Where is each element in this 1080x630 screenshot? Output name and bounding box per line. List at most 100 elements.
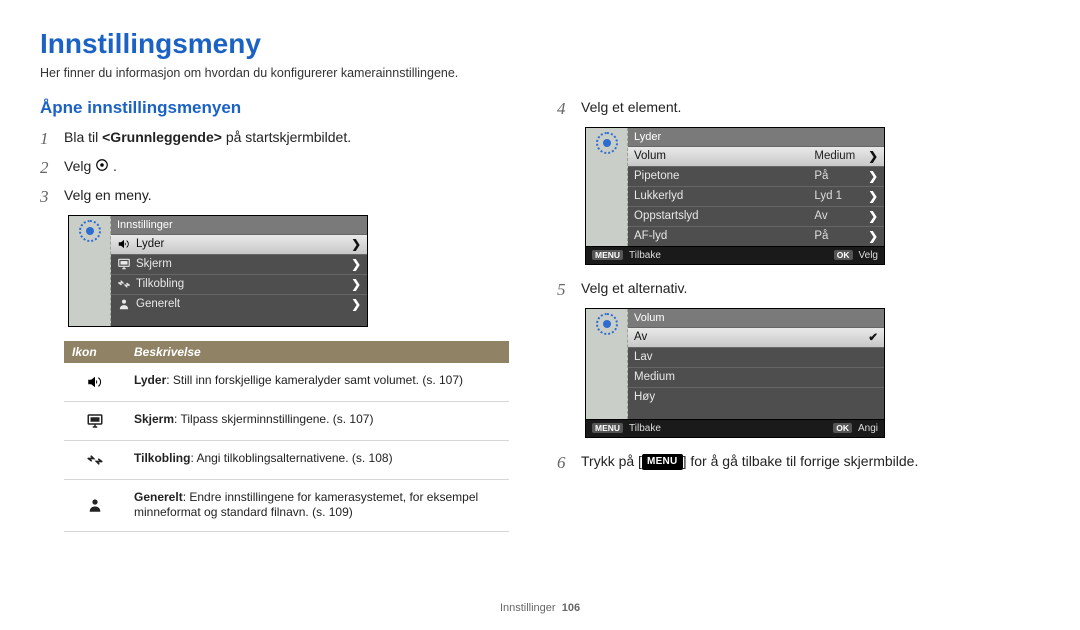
step-number: 1 [40,128,54,151]
gear-icon [596,132,618,154]
chevron-right-icon: ❯ [351,277,361,291]
step-1: 1 Bla til <Grunnleggende> på startskjerm… [40,128,523,151]
menu-row[interactable]: Pipetone På ❯ [628,166,884,186]
sounds-panel: Lyder VolumMedium❯PipetonePå❯LukkerlydLy… [585,127,885,265]
col-header-icon: Ikon [64,341,126,363]
right-column: 4 Velg et element. Lyder VolumMedium❯Pip… [557,98,1040,532]
desc-text-cell: Lyder: Still inn forskjellige kameralyde… [126,363,509,401]
step-2-period: . [113,158,117,174]
step-number: 2 [40,157,54,180]
menu-button-icon: MENU [642,454,683,470]
settings-panel: Innstillinger Lyder❯Skjerm❯Tilkobling❯Ge… [68,215,368,327]
menu-tag: MENU [592,250,623,260]
person-icon [86,496,104,514]
left-column: Åpne innstillingsmenyen 1 Bla til <Grunn… [40,98,523,532]
desc-text-cell: Generelt: Endre innstillingene for kamer… [126,480,509,531]
menu-row-value: Lyd 1 [814,190,862,202]
panel-left-gutter [69,216,111,326]
option-row[interactable]: Av ✔ [628,327,884,347]
menu-row-value: På [814,170,862,182]
gear-icon [95,158,109,177]
menu-row-value: Medium [814,150,862,162]
option-label: Lav [634,351,653,363]
panel-main: Volum Av ✔ Lav Medium Høy [628,309,884,419]
option-label: Medium [634,371,675,383]
step-number: 6 [557,452,571,475]
step-number: 4 [557,98,571,121]
chevron-right-icon: ❯ [351,297,361,311]
step-6-pre: Trykk på [ [581,453,642,469]
option-row[interactable]: Høy [628,387,884,407]
gear-icon [596,313,618,335]
icon-description-table: Ikon Beskrivelse Lyder: Still inn forskj… [64,341,509,532]
table-row: Tilkobling: Angi tilkoblingsalternativen… [64,441,509,480]
chevron-right-icon: ❯ [868,149,878,163]
desc-icon-cell [64,402,126,440]
panel-footer: MENU Tilbake OK Angi [586,419,884,437]
menu-row-label: Lyder [136,238,164,250]
plug-icon [86,451,104,469]
panel-main: Innstillinger Lyder❯Skjerm❯Tilkobling❯Ge… [111,216,367,326]
col-header-desc: Beskrivelse [126,341,509,363]
step-number: 5 [557,279,571,302]
step-5-text: Velg et alternativ. [581,279,687,298]
gear-icon [79,220,101,242]
speaker-icon [86,373,104,391]
panel-main: Lyder VolumMedium❯PipetonePå❯LukkerlydLy… [628,128,884,246]
option-label: Høy [634,391,655,403]
step-1-post: på startskjermbildet. [222,129,351,145]
chevron-right-icon: ❯ [351,237,361,251]
step-2: 2 Velg . [40,157,523,180]
menu-row-label: Pipetone [634,170,679,182]
menu-row[interactable]: Skjerm ❯ [111,254,367,274]
panel-left-gutter [586,309,628,419]
menu-row[interactable]: LukkerlydLyd 1❯ [628,186,884,206]
table-row: Generelt: Endre innstillingene for kamer… [64,480,509,532]
plug-icon [117,277,131,291]
panel-header: Volum [628,309,884,327]
footer-page-number: 106 [562,602,580,614]
desc-text-cell: Skjerm: Tilpass skjerminnstillingene. (s… [126,402,509,440]
step-number: 3 [40,186,54,209]
volume-panel: Volum Av ✔ Lav Medium Høy MENU Tilbake OK An… [585,308,885,438]
menu-row[interactable]: Generelt ❯ [111,294,367,314]
footer-label: Innstillinger [500,602,556,614]
ok-tag: OK [833,423,852,433]
panel-left-gutter [586,128,628,246]
chevron-right-icon: ❯ [868,229,878,243]
option-row[interactable]: Lav [628,347,884,367]
menu-row[interactable]: AF-lydPå❯ [628,226,884,246]
menu-row[interactable]: VolumMedium❯ [628,146,884,166]
intro-text: Her finner du informasjon om hvordan du … [40,66,1040,80]
step-4-text: Velg et element. [581,98,681,117]
step-1-bold: <Grunnleggende> [102,129,222,145]
table-row: Skjerm: Tilpass skjerminnstillingene. (s… [64,402,509,441]
speaker-icon [117,237,131,251]
chevron-right-icon: ❯ [868,169,878,183]
footer-select-label: Velg [859,250,878,261]
desc-text-cell: Tilkobling: Angi tilkoblingsalternativen… [126,441,509,479]
page-title: Innstillingsmeny [40,28,1040,60]
monitor-icon [117,257,131,271]
desc-icon-cell [64,363,126,401]
person-icon [117,297,131,311]
menu-row-label: Generelt [136,298,180,310]
check-icon: ✔ [868,330,878,344]
table-head: Ikon Beskrivelse [64,341,509,363]
option-label: Av [634,331,647,343]
chevron-right-icon: ❯ [351,257,361,271]
footer-set-label: Angi [858,423,878,434]
menu-row[interactable]: OppstartslydAv❯ [628,206,884,226]
table-row: Lyder: Still inn forskjellige kameralyde… [64,363,509,402]
step-1-pre: Bla til [64,129,102,145]
menu-row-label: Skjerm [136,258,172,270]
footer-back-label: Tilbake [629,250,661,261]
step-5: 5 Velg et alternativ. [557,279,1040,302]
menu-row-label: Lukkerlyd [634,190,683,202]
menu-row[interactable]: Tilkobling❯ [111,274,367,294]
chevron-right-icon: ❯ [868,209,878,223]
step-6-post: ] for å gå tilbake til forrige skjermbil… [683,453,919,469]
option-row[interactable]: Medium [628,367,884,387]
menu-row[interactable]: Lyder ❯ [111,234,367,254]
footer-back-label: Tilbake [629,423,661,434]
